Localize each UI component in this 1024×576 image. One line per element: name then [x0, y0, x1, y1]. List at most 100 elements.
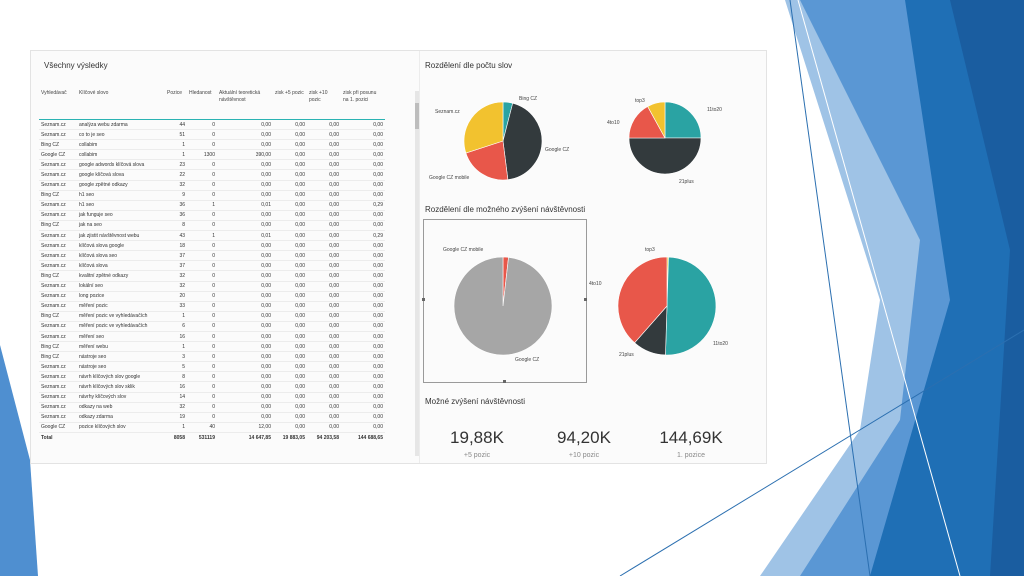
table-row[interactable]: Seznam.cz návrhy klíčových slov 14 0 0,00 0,0…	[39, 392, 385, 403]
table-row[interactable]: Bing CZ nástroje seo 3 0 0,00 0,00 0,00 0,00	[39, 351, 385, 363]
table-cell: 37	[165, 260, 187, 272]
right-accent-shape	[950, 0, 1024, 576]
table-row[interactable]: Seznam.cz nástroje seo 5 0 0,00 0,00 0,00 0,00	[39, 361, 385, 373]
table-cell: h1 seo	[77, 190, 165, 201]
table-row[interactable]: Seznam.cz google adwords klíčová slova 23 0…	[39, 159, 385, 171]
pie-slice-google-cz-mobile[interactable]	[465, 140, 509, 181]
table-cell: Seznam.cz	[39, 119, 77, 131]
table-row[interactable]: Seznam.cz měření pozic ve vyhledávačích 6 0…	[39, 321, 385, 332]
pie-slice-top3[interactable]	[647, 101, 666, 139]
kpi-value-first: 144,69K	[659, 428, 723, 447]
table-row[interactable]: Bing CZ měření webu 1 0 0,00 0,00 0,00 0,00	[39, 341, 385, 353]
table-scrollbar[interactable]	[415, 91, 419, 456]
table-cell: návrhy klíčových slov	[77, 392, 165, 403]
column-header[interactable]: zisk +10 pozic	[307, 89, 341, 120]
column-header[interactable]: zisk při posunu na 1. pozici	[341, 89, 385, 120]
pie-slice-4to10[interactable]	[617, 256, 668, 344]
table-cell: 0,00	[307, 240, 341, 252]
table-row[interactable]: Seznam.cz co to je seo 51 0 0,00 0,00 0,00 0,00	[39, 129, 385, 141]
scrollbar-thumb[interactable]	[415, 103, 419, 129]
table-cell: 1	[165, 139, 187, 151]
column-header[interactable]: Klíčové slovo	[77, 89, 165, 120]
pie-chart-range-words[interactable]	[628, 101, 702, 175]
column-header[interactable]: Pozice	[165, 89, 187, 120]
column-header[interactable]: zisk +5 pozic	[273, 89, 307, 120]
label-bing-cz: Bing CZ	[519, 96, 538, 102]
table-row[interactable]: Seznam.cz měření seo 16 0 0,00 0,00 0,00 0,00	[39, 331, 385, 343]
label-visits-google-cz: Google CZ	[515, 357, 540, 363]
table-cell: 0,00	[273, 250, 307, 262]
pie-chart-engine-words[interactable]	[463, 101, 543, 181]
left-blue-shape	[0, 345, 38, 576]
selected-visual-frame[interactable]	[422, 219, 587, 383]
pie-slice-11to20[interactable]	[665, 256, 717, 356]
pie-slice-11to20[interactable]	[664, 101, 702, 139]
table-row[interactable]: Seznam.cz google zpětné odkazy 32 0 0,00 0,00…	[39, 180, 385, 191]
table-cell: 0,00	[273, 422, 307, 433]
table-row[interactable]: Seznam.cz klíčová slova 37 0 0,00 0,00 0,00 0,0…	[39, 260, 385, 272]
table-row[interactable]: Seznam.cz google klíčová slova 22 0 0,00 0,00…	[39, 169, 385, 181]
resize-handle-right[interactable]	[584, 298, 587, 301]
table-cell: 0,00	[341, 402, 385, 413]
table-cell: 0,00	[217, 281, 273, 292]
report-screenshot: Všechny výsledky Vyhledávač Klíčové slovo…	[30, 50, 767, 464]
results-table-container[interactable]: Vyhledávač Klíčové slovo Pozice Hledanost Ak…	[39, 89, 385, 459]
table-cell: 0	[187, 220, 217, 232]
table-cell: 0	[187, 250, 217, 262]
column-header[interactable]: Vyhledávač	[39, 89, 77, 120]
table-row[interactable]: Google CZ collabim 1 1300 390,00 0,00 0,00 0,00	[39, 149, 385, 161]
table-row[interactable]: Bing CZ collabim 1 0 0,00 0,00 0,00 0,00	[39, 139, 385, 151]
table-cell: 0,00	[217, 412, 273, 423]
pie-slice-google-cz[interactable]	[453, 256, 553, 356]
table-row[interactable]: Seznam.cz měření pozic 33 0 0,00 0,00 0,00 0,00	[39, 301, 385, 312]
table-row[interactable]: Seznam.cz klíčová slova seo 37 0 0,00 0,00 0,0…	[39, 250, 385, 262]
table-row[interactable]: Seznam.cz odkazy zdarma 19 0 0,00 0,00 0,00 0,0…	[39, 412, 385, 423]
table-cell: 0,00	[341, 392, 385, 403]
table-row[interactable]: Seznam.cz jak funguje seo 36 0 0,00 0,00 0,00 0…	[39, 210, 385, 221]
table-row[interactable]: Seznam.cz klíčová slova google 18 0 0,00 0,00…	[39, 240, 385, 252]
table-row[interactable]: Seznam.cz odkazy na web 32 0 0,00 0,00 0,00 0,0…	[39, 402, 385, 413]
table-row[interactable]: Seznam.cz jak zjistit návštěvnost webu 43 1…	[39, 230, 385, 242]
table-cell: 51	[165, 129, 187, 141]
pie-slice-21plus[interactable]	[628, 137, 702, 175]
table-cell: Seznam.cz	[39, 260, 77, 272]
table-cell: 0,00	[217, 270, 273, 282]
table-row[interactable]: Seznam.cz analýza webu zdarma 44 0 0,00 0,00 0…	[39, 119, 385, 131]
column-header[interactable]: Aktuální teoretická návštěvnost	[217, 89, 273, 120]
table-cell: 0,00	[273, 240, 307, 252]
table-cell: 32	[165, 180, 187, 191]
column-header[interactable]: Hledanost	[187, 89, 217, 120]
table-cell: klíčová slova google	[77, 240, 165, 252]
table-row[interactable]: Seznam.cz long pozice 20 0 0,00 0,00 0,00 0,00	[39, 291, 385, 302]
table-row[interactable]: Seznam.cz návrh klíčových slov sklik 16 0 0,…	[39, 381, 385, 393]
pie-chart-range-visits[interactable]	[617, 256, 717, 356]
table-cell: 1300	[187, 149, 217, 161]
table-cell: 0,29	[341, 230, 385, 242]
table-row[interactable]: Google CZ pozice klíčových slov 1 40 12,00 0,…	[39, 422, 385, 433]
table-cell: 0	[187, 260, 217, 272]
table-cell: Bing CZ	[39, 190, 77, 201]
pie-slice-google-cz[interactable]	[502, 102, 543, 181]
table-cell: 0,00	[341, 311, 385, 322]
table-cell: 0,00	[307, 210, 341, 221]
table-cell: 0,00	[307, 311, 341, 322]
table-row[interactable]: Bing CZ kvalitní zpětné odkazy 32 0 0,00 0,00…	[39, 270, 385, 282]
table-cell: 0,00	[341, 119, 385, 131]
table-row[interactable]: Bing CZ jak na seo 8 0 0,00 0,00 0,00 0,00	[39, 220, 385, 232]
table-row[interactable]: Bing CZ h1 seo 9 0 0,00 0,00 0,00 0,00	[39, 190, 385, 201]
table-cell: 0	[187, 129, 217, 141]
pie-slice-seznam-cz[interactable]	[463, 101, 504, 154]
total-cell: 19 883,05	[273, 431, 307, 443]
resize-handle-bottom[interactable]	[503, 380, 506, 383]
table-row[interactable]: Seznam.cz h1 seo 36 1 0,01 0,00 0,00 0,29	[39, 200, 385, 211]
table-row[interactable]: Seznam.cz lokální seo 32 0 0,00 0,00 0,00 0,00	[39, 281, 385, 292]
table-cell: 32	[165, 281, 187, 292]
pie-chart-engine-visits[interactable]	[453, 256, 553, 356]
table-cell: Seznam.cz	[39, 321, 77, 332]
resize-handle-left[interactable]	[422, 298, 425, 301]
table-total-row: Total 8058 531119 14 647,85 19 883,05 94 203,…	[39, 431, 385, 443]
table-cell: 0,00	[307, 139, 341, 151]
table-cell: 0,00	[273, 381, 307, 393]
table-row[interactable]: Seznam.cz návrh klíčových slov google 8 0 0,…	[39, 371, 385, 383]
table-row[interactable]: Bing CZ měření pozic ve vyhledávačích 1 0 0,…	[39, 311, 385, 322]
